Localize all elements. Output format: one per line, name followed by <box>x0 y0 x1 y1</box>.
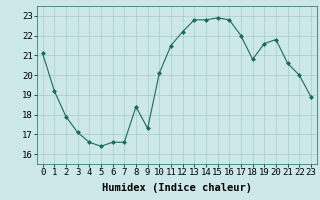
X-axis label: Humidex (Indice chaleur): Humidex (Indice chaleur) <box>102 183 252 193</box>
